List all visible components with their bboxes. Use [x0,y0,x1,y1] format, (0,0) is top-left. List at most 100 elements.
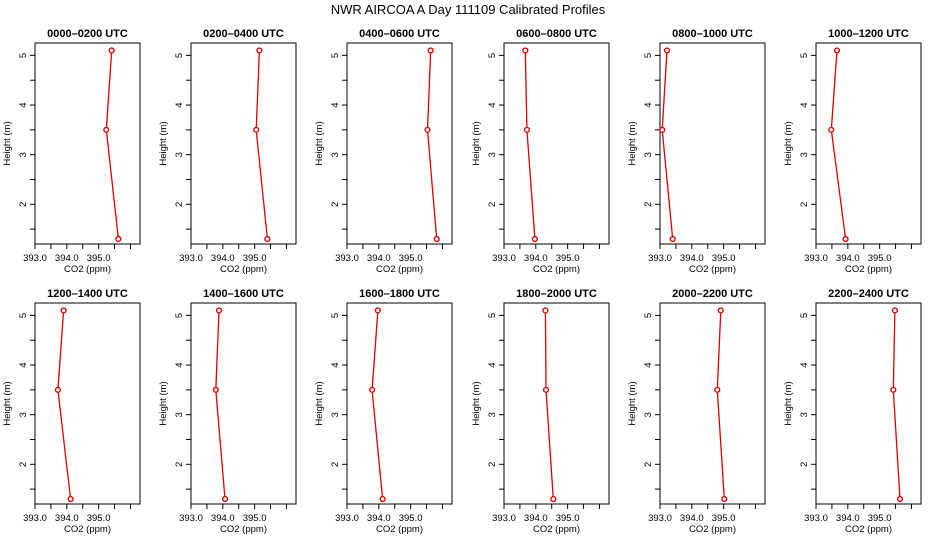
y-tick-label: 2 [799,202,810,207]
x-tick-label: 394.0 [211,513,235,524]
y-tick-label: 2 [18,462,29,467]
data-point [103,126,110,133]
profile-line [426,50,438,240]
y-tick-label: 5 [487,313,498,318]
data-point [669,235,676,243]
y-axis-label: Height (m) [627,121,638,165]
x-tick-label: 395.0 [868,513,892,524]
panel-title: 0000–0200 UTC [47,28,128,40]
data-point [531,235,538,243]
y-tick-label: 3 [487,152,498,157]
panel-title: 2000–2200 UTC [672,288,753,300]
y-axis-label: Height (m) [471,121,482,165]
y-tick-label: 4 [330,362,341,367]
panel-title: 0800–1000 UTC [672,28,753,40]
y-tick-label: 2 [799,462,810,467]
data-point [896,495,904,503]
y-tick-label: 2 [174,202,185,207]
x-axis-label: CO2 (ppm) [845,524,892,535]
x-tick-label: 394.0 [367,253,391,264]
y-tick-label: 4 [643,362,654,367]
y-tick-label: 3 [18,412,29,417]
y-tick-label: 4 [18,102,29,107]
y-tick-label: 5 [330,313,341,318]
x-axis-label: CO2 (ppm) [64,524,111,535]
plot-frame [34,302,141,505]
x-axis-label: CO2 (ppm) [376,264,423,275]
figure-title: NWR AIRCOA A Day 111109 Calibrated Profi… [331,2,606,17]
data-point [212,386,219,393]
profile-panel: 1200–1400 UTC 393.0 394.0 395.0 2 3 4 5 CO2 (ppm… [2,288,141,535]
data-point [842,235,849,243]
data-point [215,307,223,314]
y-tick-label: 3 [799,412,810,417]
y-tick-label: 3 [643,152,654,157]
x-tick-label: 394.0 [55,253,79,264]
data-point [374,307,381,314]
panel-title: 1400–1600 UTC [203,288,284,300]
y-tick-label: 2 [643,202,654,207]
data-point [523,126,531,133]
y-tick-label: 4 [174,362,185,367]
x-axis-label: CO2 (ppm) [64,264,111,275]
profile-line [371,310,384,500]
data-point [891,307,899,314]
y-axis-label: Height (m) [2,121,13,165]
y-tick-label: 5 [330,53,341,58]
x-tick-label: 395.0 [868,253,892,264]
data-point [108,47,115,54]
profile-panel: 0400–0600 UTC 393.0 394.0 395.0 2 3 4 5 CO2 (ppm… [314,28,453,275]
y-axis-label: Height (m) [314,381,325,425]
profile-panel: 1000–1200 UTC 393.0 394.0 395.0 2 3 4 5 CO2 (ppm… [783,28,922,275]
y-axis-label: Height (m) [158,381,169,425]
data-point [550,495,557,503]
profile-panel: 2000–2200 UTC 393.0 394.0 395.0 2 3 4 5 CO2 (ppm… [627,288,766,535]
panel-title: 0400–0600 UTC [359,28,440,40]
data-point [54,386,62,393]
profile-line [215,310,226,500]
x-tick-label: 394.0 [680,253,704,264]
data-point [717,307,724,314]
x-axis-label: CO2 (ppm) [376,524,423,535]
profile-line [105,50,120,240]
y-tick-label: 5 [799,53,810,58]
plot-frame [503,42,610,245]
y-tick-label: 4 [799,362,810,367]
y-tick-label: 2 [487,202,498,207]
y-tick-label: 3 [330,152,341,157]
profile-panel: 0600–0800 UTC 393.0 394.0 395.0 2 3 4 5 CO2 (ppm… [471,28,610,275]
y-tick-label: 2 [487,462,498,467]
data-point [115,235,122,243]
y-axis-label: Height (m) [314,121,325,165]
x-tick-label: 395.0 [556,253,580,264]
x-tick-label: 393.0 [335,513,359,524]
plot-frame [190,302,297,505]
y-tick-label: 4 [174,102,185,107]
plot-frame [346,42,453,245]
panel-title: 1200–1400 UTC [47,288,128,300]
profile-line [892,310,901,500]
y-axis-label: Height (m) [627,381,638,425]
x-axis-label: CO2 (ppm) [533,524,580,535]
panel-title: 0600–0800 UTC [516,28,597,40]
x-tick-label: 395.0 [399,253,423,264]
x-axis-label: CO2 (ppm) [689,264,736,275]
x-tick-label: 395.0 [556,513,580,524]
data-point [663,47,671,54]
y-tick-label: 5 [643,53,654,58]
x-tick-label: 394.0 [524,253,548,264]
y-tick-label: 5 [174,53,185,58]
data-point [256,47,263,54]
y-axis-label: Height (m) [783,121,794,165]
y-axis-label: Height (m) [471,381,482,425]
y-tick-label: 2 [18,202,29,207]
x-tick-label: 394.0 [55,513,79,524]
x-tick-label: 395.0 [87,253,111,264]
y-tick-label: 3 [174,152,185,157]
profile-panel: 1800–2000 UTC 393.0 394.0 395.0 2 3 4 5 CO2 (ppm… [471,288,610,535]
x-tick-label: 393.0 [804,513,828,524]
x-tick-label: 395.0 [243,513,267,524]
data-point [890,386,897,393]
y-tick-label: 4 [487,102,498,107]
